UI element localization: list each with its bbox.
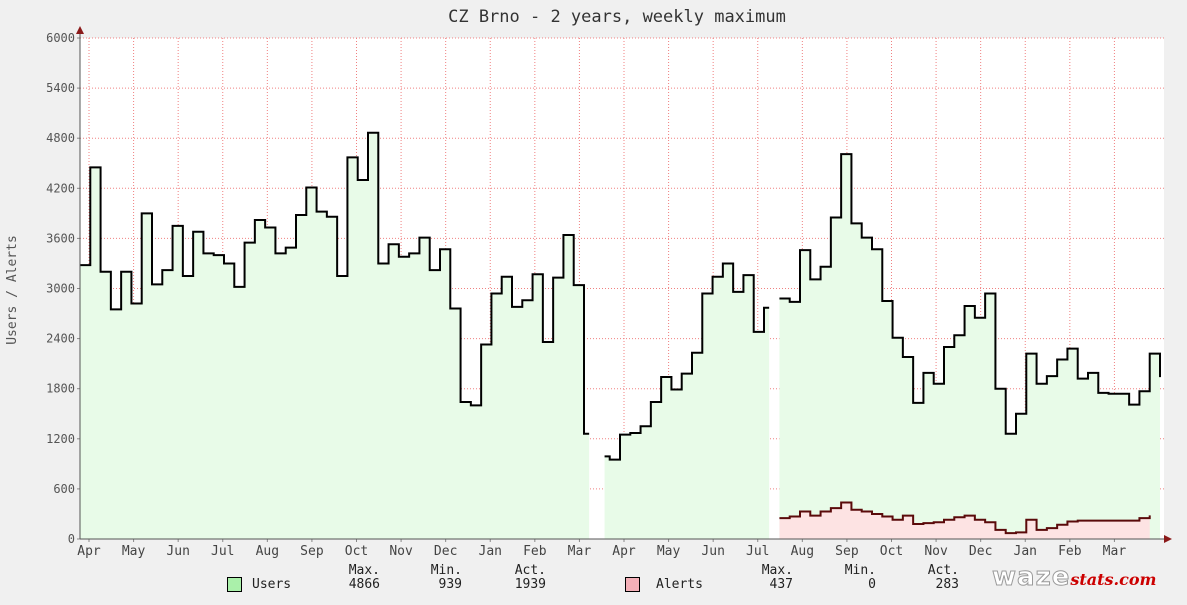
alerts-min-header: Min.	[844, 563, 876, 578]
users-act-value: 1939	[514, 577, 546, 592]
x-tick-label: Nov	[924, 544, 948, 559]
y-tick-label: 3000	[46, 282, 75, 296]
users-max-value: 4866	[348, 577, 380, 592]
x-tick-label: Aug	[256, 544, 279, 559]
alerts-max-header: Max.	[761, 563, 793, 578]
logo-stats-text: stats.com	[1070, 570, 1157, 589]
users-min-header: Min.	[430, 563, 462, 578]
series-area-fill	[779, 154, 1160, 539]
users-series-line	[80, 131, 1161, 461]
x-tick-label: Jul	[746, 544, 769, 559]
users-legend-swatch	[227, 577, 242, 592]
x-tick-label: Feb	[1058, 544, 1082, 559]
x-tick-label: Mar	[568, 544, 592, 559]
y-tick-label: 3600	[46, 231, 75, 245]
y-tick-label: 5400	[46, 81, 75, 95]
y-axis-arrow	[76, 26, 84, 34]
x-tick-label: Sep	[300, 544, 324, 559]
alerts-series-line	[779, 501, 1151, 535]
series-area-fill	[604, 263, 770, 539]
alerts-legend-label: Alerts	[656, 577, 703, 592]
y-tick-label: 4200	[46, 181, 75, 195]
x-axis-arrow	[1164, 535, 1172, 543]
series-line-path	[779, 153, 1161, 435]
series-line-path	[80, 131, 590, 435]
y-tick-label: 1200	[46, 432, 75, 446]
x-tick-label: Apr	[612, 544, 636, 559]
x-tick-label: Jan	[1014, 544, 1037, 559]
x-tick-label: Jul	[211, 544, 234, 559]
logo-waze-text: waze	[991, 562, 1071, 593]
chart-title: CZ Brno - 2 years, weekly maximum	[448, 7, 786, 27]
x-tick-label: Aug	[791, 544, 814, 559]
alerts-act-value: 283	[935, 577, 959, 592]
x-tick-label: Apr	[77, 544, 101, 559]
x-tick-label: Jun	[166, 544, 189, 559]
y-tick-label: 4800	[46, 131, 75, 145]
x-tick-label: Nov	[389, 544, 413, 559]
x-tick-label: Jan	[479, 544, 502, 559]
alerts-act-header: Act.	[927, 563, 959, 578]
y-tick-label: 6000	[46, 31, 75, 45]
x-tick-label: Jun	[701, 544, 724, 559]
x-tick-label: Feb	[523, 544, 547, 559]
y-tick-label: 0	[68, 532, 75, 546]
users-series-area	[80, 132, 1160, 539]
x-tick-label: Oct	[345, 544, 368, 559]
x-tick-label: Mar	[1103, 544, 1127, 559]
series-line-path	[779, 501, 1151, 535]
alerts-max-value: 437	[769, 577, 793, 592]
y-tick-label: 1800	[46, 382, 75, 396]
y-tick-label: 2400	[46, 332, 75, 346]
series-area-fill	[80, 132, 590, 539]
x-tick-label: May	[657, 544, 681, 559]
x-tick-label: Dec	[434, 544, 457, 559]
alerts-min-value: 0	[868, 577, 876, 592]
y-tick-label: 600	[53, 482, 75, 496]
x-tick-label: Sep	[835, 544, 859, 559]
series-line-path	[604, 262, 770, 461]
alerts-legend-swatch	[625, 577, 640, 592]
wazestats-logo[interactable]: wazestats.com	[991, 562, 1157, 593]
users-act-header: Act.	[514, 563, 546, 578]
users-max-header: Max.	[348, 563, 380, 578]
x-tick-label: May	[122, 544, 146, 559]
x-tick-label: Oct	[880, 544, 903, 559]
users-legend-label: Users	[252, 577, 292, 592]
x-tick-label: Dec	[969, 544, 992, 559]
y-axis-label: Users / Alerts	[5, 235, 20, 345]
users-min-value: 939	[438, 577, 462, 592]
